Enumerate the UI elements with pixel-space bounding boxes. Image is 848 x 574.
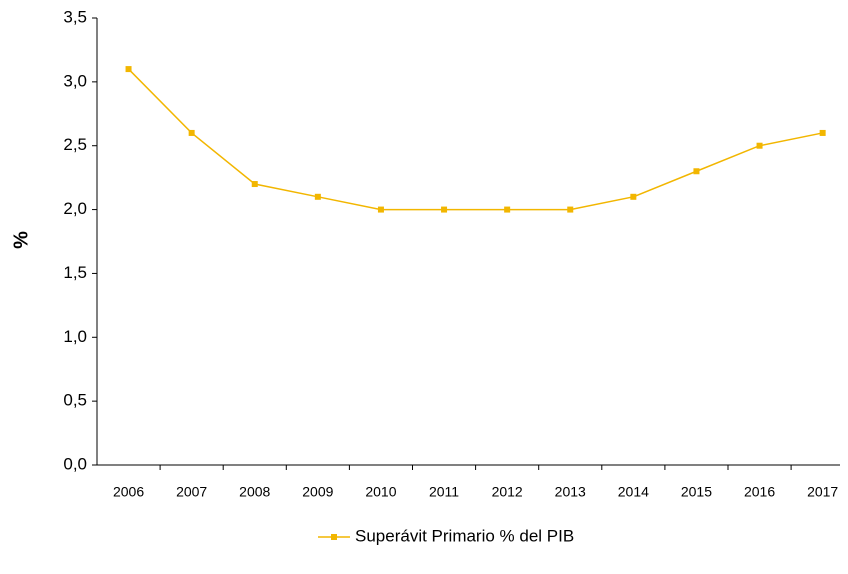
series-line: [128, 68, 823, 211]
point-marker: [125, 66, 132, 73]
y-tick-label: 0,0: [63, 454, 87, 473]
point-marker: [251, 181, 258, 188]
x-tick-label: 2010: [365, 484, 396, 500]
x-tick-label: 2016: [744, 484, 775, 500]
y-tick-label: 1,0: [63, 327, 87, 346]
x-tick-label: 2007: [176, 484, 207, 500]
x-tick-label: 2011: [429, 484, 459, 500]
x-tick-label: 2009: [302, 484, 333, 500]
y-tick-label: 1,5: [63, 263, 87, 282]
point-marker: [377, 206, 384, 213]
x-tick-label: 2006: [113, 484, 144, 500]
y-tick-label: 3,5: [63, 7, 87, 26]
x-tick-label: 2012: [492, 484, 523, 500]
x-tick-label: 2008: [239, 484, 270, 500]
y-tick-label: 0,5: [63, 391, 87, 410]
point-marker: [314, 193, 321, 200]
legend-marker: [331, 534, 337, 540]
point-marker: [504, 206, 511, 213]
y-tick-label: 3,0: [63, 71, 87, 90]
y-tick-label: 2,0: [63, 199, 87, 218]
point-marker: [188, 129, 195, 136]
point-marker: [630, 193, 637, 200]
point-marker: [693, 168, 700, 175]
point-marker: [756, 142, 763, 149]
legend-label: Superávit Primario % del PIB: [355, 526, 574, 545]
point-marker: [567, 206, 574, 213]
x-tick-label: 2014: [618, 484, 649, 500]
point-marker: [441, 206, 448, 213]
point-marker: [819, 129, 826, 136]
x-tick-label: 2015: [681, 484, 712, 500]
x-tick-label: 2017: [807, 484, 838, 500]
y-axis-label: %: [10, 231, 32, 249]
y-tick-label: 2,5: [63, 135, 87, 154]
x-tick-label: 2013: [555, 484, 586, 500]
